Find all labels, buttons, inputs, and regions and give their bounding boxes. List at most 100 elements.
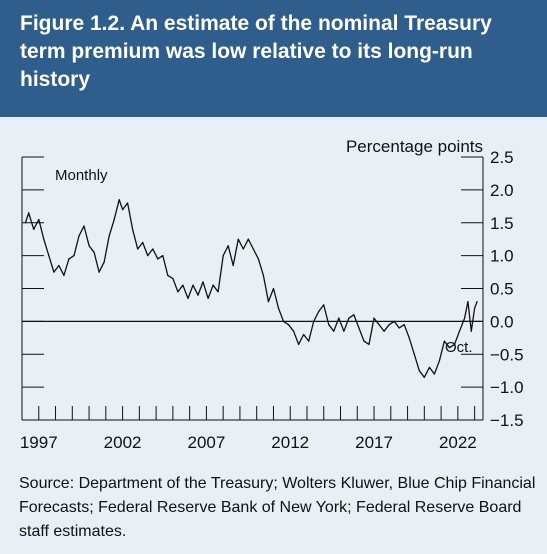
y-tick-label: 0.0 <box>490 312 514 331</box>
data-point <box>467 301 469 303</box>
x-tick-label: 2007 <box>187 433 225 452</box>
data-point <box>343 330 345 332</box>
data-point <box>162 255 164 257</box>
data-point <box>338 317 340 319</box>
data-point <box>393 320 395 322</box>
data-point <box>38 218 40 221</box>
data-point <box>192 284 194 286</box>
data-point <box>428 366 430 368</box>
y-tick-label: −0.5 <box>490 345 524 364</box>
data-point <box>167 274 169 276</box>
data-point <box>93 251 95 253</box>
data-point <box>207 297 209 299</box>
y-tick-label: 2.0 <box>490 181 514 200</box>
data-point <box>408 337 410 339</box>
data-point <box>368 343 370 345</box>
data-point <box>448 347 451 349</box>
data-point <box>453 343 456 345</box>
data-point <box>443 340 445 342</box>
data-point <box>318 310 320 313</box>
data-point <box>464 317 466 319</box>
data-point <box>267 301 269 303</box>
data-point <box>438 360 440 362</box>
data-point <box>474 307 476 309</box>
data-point <box>113 218 115 221</box>
data-point <box>232 264 234 267</box>
data-point <box>470 330 472 332</box>
y-tick-label: −1.0 <box>490 378 524 397</box>
data-point <box>237 238 239 240</box>
data-point <box>147 255 149 257</box>
x-tick-label: 2022 <box>439 433 477 452</box>
data-point <box>476 301 478 303</box>
data-point <box>303 333 305 336</box>
data-point <box>142 241 144 244</box>
x-tick-label: 2012 <box>271 433 309 452</box>
data-point <box>247 238 249 240</box>
data-point <box>24 222 26 224</box>
data-point <box>177 291 179 293</box>
data-point <box>348 317 350 319</box>
data-point <box>108 235 110 237</box>
figure-title: Figure 1.2. An estimate of the nominal T… <box>20 12 492 91</box>
data-point <box>328 324 330 326</box>
data-point <box>217 291 219 293</box>
term-premium-line <box>24 199 478 378</box>
data-point <box>118 199 120 201</box>
data-point <box>282 320 285 322</box>
data-point <box>132 228 134 230</box>
data-point <box>423 376 425 378</box>
data-point <box>68 258 70 260</box>
y-tick-label: 0.5 <box>490 280 514 299</box>
data-point <box>88 245 90 247</box>
data-point <box>433 373 435 375</box>
y-tick-label: 2.5 <box>490 148 514 167</box>
data-point <box>383 330 385 332</box>
data-point <box>98 271 100 273</box>
data-point <box>187 297 189 299</box>
data-point <box>323 304 325 306</box>
data-point <box>262 274 264 276</box>
data-point <box>103 261 105 263</box>
data-point <box>222 255 224 257</box>
data-point <box>313 320 315 322</box>
data-point <box>78 235 80 237</box>
data-point <box>172 278 174 280</box>
data-point <box>413 353 415 355</box>
data-point <box>333 330 335 332</box>
data-point <box>48 255 50 257</box>
data-point <box>182 284 184 286</box>
data-point <box>33 228 35 230</box>
data-point <box>157 258 159 260</box>
label-layer: Percentage points Monthly Oct. <box>55 137 483 356</box>
data-point <box>58 264 60 267</box>
data-point <box>122 209 124 211</box>
data-point <box>418 370 420 372</box>
data-point <box>373 317 375 319</box>
data-point <box>403 324 405 326</box>
axes-layer: 2.5 2.0 1.5 1.0 0.5 0.0 −0.5 −1.0 −1.5 1997 2002 20… <box>20 148 524 452</box>
data-point <box>353 314 355 316</box>
source-note: Source: Department of the Treasury; Wolt… <box>19 475 536 540</box>
data-point <box>28 212 30 214</box>
data-point <box>358 327 360 329</box>
data-point <box>272 287 275 290</box>
y-tick-label: 1.0 <box>490 247 514 266</box>
data-point <box>83 225 85 227</box>
data-point <box>202 281 204 283</box>
data-point <box>388 324 390 326</box>
data-point <box>287 324 290 326</box>
data-point <box>227 245 229 247</box>
data-point <box>257 258 259 260</box>
y-tick-label: 1.5 <box>490 214 514 233</box>
data-point <box>363 340 365 342</box>
data-point <box>458 330 461 332</box>
figure-header: Figure 1.2. An estimate of the nominal T… <box>0 0 547 117</box>
data-point <box>398 327 400 329</box>
data-point <box>137 248 139 250</box>
data-point <box>378 324 380 326</box>
data-point <box>277 307 280 309</box>
data-point <box>43 238 45 240</box>
data-point <box>252 248 254 250</box>
y-tick-label: −1.5 <box>490 411 524 430</box>
